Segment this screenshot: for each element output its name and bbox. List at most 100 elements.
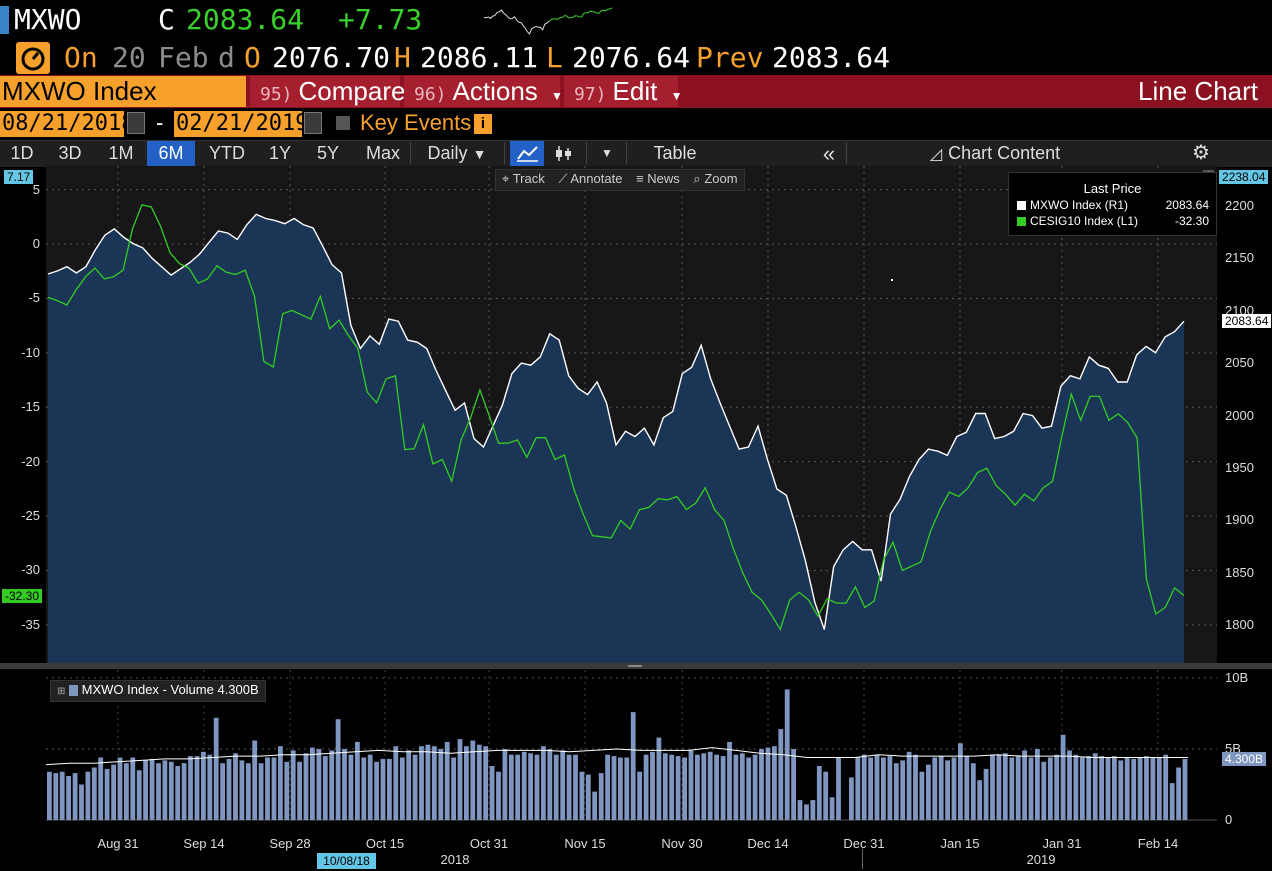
volume-bar: [515, 754, 521, 820]
chart-type-label: Line Chart: [1138, 76, 1258, 106]
volume-bar: [508, 754, 514, 820]
table-button[interactable]: Table: [653, 143, 697, 163]
volume-bar: [759, 749, 764, 820]
volume-bar: [682, 757, 687, 820]
volume-bar: [297, 761, 302, 820]
volume-bar: [823, 771, 829, 820]
x-axis-tick-label: Nov 15: [564, 836, 606, 851]
volume-legend-label: MXWO Index - Volume 4.300B: [81, 682, 259, 697]
legend-series-value: -32.30: [1174, 214, 1209, 228]
volume-bar: [316, 749, 322, 820]
volume-bar: [361, 757, 367, 820]
volume-bar: [399, 757, 405, 820]
toolbar-divider: [504, 142, 505, 164]
period-1m[interactable]: 1M: [108, 143, 134, 163]
volume-bar: [1028, 757, 1034, 820]
frequency-dropdown[interactable]: Daily ▼: [416, 141, 498, 166]
ticker[interactable]: MXWO: [14, 3, 82, 36]
volume-bar: [1002, 753, 1008, 820]
right-axis-tick-label: 2200: [1225, 197, 1254, 213]
volume-bar: [1047, 757, 1053, 820]
volume-bar: [374, 761, 379, 820]
period-ytd[interactable]: YTD: [209, 143, 245, 163]
security-field[interactable]: MXWO Index: [0, 76, 246, 107]
volume-bar: [464, 746, 469, 820]
settings-gear-icon[interactable]: ⚙: [1192, 142, 1210, 164]
news-tool[interactable]: News: [647, 171, 680, 186]
volume-bar: [861, 754, 867, 820]
period-1y[interactable]: 1Y: [268, 143, 292, 163]
zoom-tool[interactable]: Zoom: [704, 171, 738, 186]
start-calendar-icon[interactable]: [127, 112, 145, 134]
annotate-tool[interactable]: Annotate: [570, 171, 623, 186]
left-axis-tick-label: -30: [21, 562, 40, 578]
volume-bar: [207, 754, 213, 820]
end-calendar-icon[interactable]: [304, 112, 322, 134]
volume-moving-average: [45, 747, 1188, 766]
legend-series-value: 2083.64: [1165, 198, 1209, 212]
left-axis-tick-label: -35: [21, 616, 40, 632]
actions-number: 96): [414, 84, 447, 105]
period-max[interactable]: Max: [365, 143, 400, 163]
divider-grip-icon: [628, 665, 642, 667]
volume-axis-tick-label: 0: [1225, 812, 1233, 827]
volume-bar: [945, 760, 950, 820]
period-3d[interactable]: 3D: [58, 143, 82, 163]
volume-bar: [66, 776, 71, 820]
volume-bar: [810, 800, 816, 820]
volume-bar: [881, 757, 886, 820]
x-axis-tick-label: Aug 31: [97, 836, 139, 851]
volume-bar: [541, 746, 546, 820]
sparkline-recent: [548, 7, 613, 22]
actions-button[interactable]: 96) Actions ▼: [404, 76, 563, 107]
key-events-checkbox[interactable]: [336, 116, 350, 130]
volume-bar: [990, 754, 995, 820]
volume-bar: [1092, 753, 1098, 820]
volume-bar: [245, 763, 251, 820]
volume-bar: [675, 756, 681, 820]
volume-bar: [412, 754, 418, 820]
date-day: 20: [112, 41, 146, 74]
volume-bar: [1150, 757, 1156, 820]
price-plot-area[interactable]: [46, 166, 1217, 664]
track-tool[interactable]: Track: [512, 171, 545, 186]
volume-bar: [85, 771, 91, 820]
period-5y[interactable]: 5Y: [316, 143, 340, 163]
close-price: 2083.64: [186, 3, 305, 36]
volume-bar: [650, 751, 655, 820]
key-events-label[interactable]: Key Events: [360, 110, 472, 135]
panel-divider[interactable]: [0, 663, 1272, 669]
info-icon[interactable]: i: [474, 114, 492, 134]
volume-bar: [643, 754, 649, 820]
volume-bar: [271, 757, 277, 820]
volume-bar: [778, 729, 784, 820]
volume-bar: [104, 768, 110, 820]
open-label: O: [244, 41, 261, 74]
right-axis-tick-label: 2150: [1225, 250, 1254, 266]
legend-item-mxwo[interactable]: MXWO Index (R1) 2083.64: [1017, 198, 1209, 212]
volume-bar: [547, 749, 553, 820]
price-change: +7.73: [338, 3, 423, 36]
expand-icon[interactable]: ⊞: [57, 686, 66, 697]
collapse-icon[interactable]: «: [822, 141, 836, 166]
chart-content-label: Chart Content: [948, 143, 1061, 163]
line-chart-icon[interactable]: [510, 141, 544, 166]
volume-bar: [662, 753, 668, 820]
volume-legend[interactable]: ⊞ MXWO Index - Volume 4.300B: [50, 680, 266, 702]
volume-bar: [1131, 758, 1137, 820]
left-axis-tick-label: 5: [32, 181, 40, 197]
chart-style-caret-icon[interactable]: ▼: [601, 146, 613, 160]
period-1d[interactable]: 1D: [10, 143, 34, 163]
chart-content-button[interactable]: ◿ Chart Content: [910, 141, 1080, 166]
period-6m[interactable]: 6M: [147, 141, 195, 166]
start-date-field[interactable]: 08/21/2018: [0, 111, 135, 137]
volume-bar: [791, 749, 796, 820]
compare-button[interactable]: 95) Compare: [250, 76, 405, 107]
legend-item-cesig[interactable]: CESIG10 Index (L1) -32.30: [1017, 214, 1209, 228]
edit-button[interactable]: 97) Edit ▼: [564, 76, 682, 107]
x-axis-tick-label: Dec 14: [747, 836, 789, 851]
end-date-field[interactable]: 02/21/2019: [174, 111, 309, 137]
candlestick-icon[interactable]: [548, 141, 578, 166]
volume-bar: [836, 757, 841, 820]
edit-label: Edit: [612, 76, 658, 106]
